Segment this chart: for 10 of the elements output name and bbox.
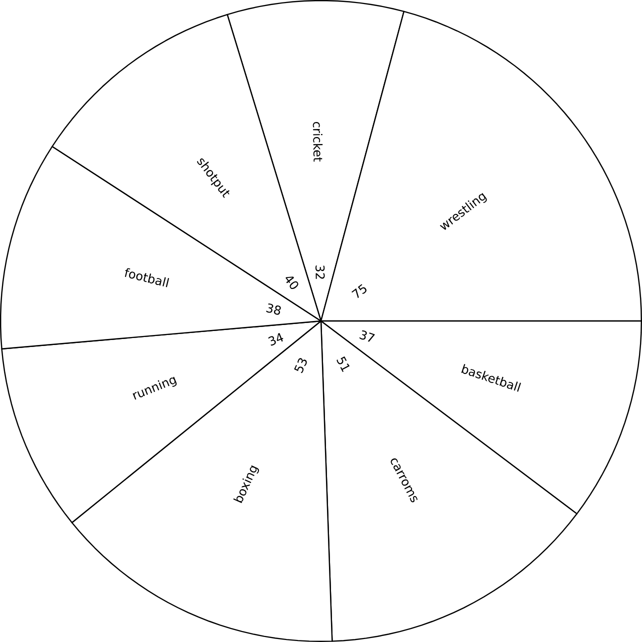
data-label: 40 bbox=[286, 276, 298, 290]
data-label: 75 bbox=[352, 284, 366, 298]
data-label: 32 bbox=[315, 266, 325, 279]
data-label: 38 bbox=[266, 304, 281, 315]
data-label: 53 bbox=[294, 358, 307, 374]
data-label: 37 bbox=[359, 330, 375, 342]
data-label: 51 bbox=[336, 356, 350, 372]
data-label: 34 bbox=[268, 332, 284, 346]
slice-label: football bbox=[124, 268, 170, 288]
slice-label: cricket bbox=[312, 122, 323, 162]
